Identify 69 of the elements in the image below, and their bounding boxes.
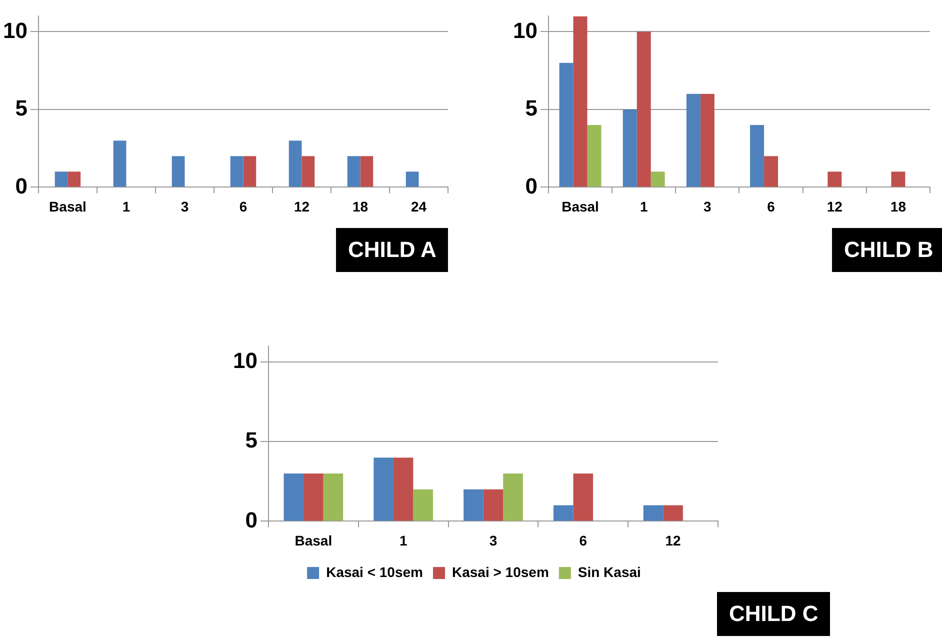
bar (243, 156, 256, 187)
bar (464, 489, 484, 521)
bar (750, 125, 764, 187)
x-tick-label: 18 (352, 198, 368, 214)
bar (650, 172, 665, 187)
bar (891, 172, 906, 187)
legend-label: Kasai < 10sem (326, 564, 423, 580)
bar (663, 505, 683, 521)
legend-label: Sin Kasai (578, 564, 641, 580)
bar (230, 156, 244, 187)
y-tick-label: 5 (525, 96, 538, 121)
bar (360, 156, 374, 187)
bar (302, 156, 315, 187)
x-tick-label: 12 (826, 198, 843, 214)
bar (573, 16, 588, 187)
x-tick-label: 12 (665, 532, 682, 548)
bar (636, 32, 651, 187)
y-tick-label: 0 (245, 507, 258, 532)
bar (553, 505, 574, 521)
legend-label: Kasai > 10sem (452, 564, 549, 580)
y-tick-label: 0 (15, 173, 28, 198)
x-tick-label: Basal (294, 532, 332, 548)
bar (172, 156, 185, 187)
x-tick-label: 1 (122, 198, 130, 214)
text: CHILD C (717, 592, 830, 636)
text: CHILD B (832, 228, 942, 272)
bar (406, 172, 419, 187)
bar (503, 473, 523, 521)
bar (304, 473, 324, 521)
x-tick-label: Basal (562, 198, 599, 214)
x-tick-label: 6 (579, 532, 588, 548)
bar (483, 489, 504, 521)
x-tick-label: 3 (704, 198, 712, 214)
bar (323, 473, 344, 521)
x-tick-label: 1 (399, 532, 408, 548)
bar (643, 505, 664, 521)
bar (764, 156, 778, 187)
bar (700, 94, 714, 187)
bar (374, 458, 394, 521)
y-tick-label: 10 (2, 18, 28, 43)
x-tick-label: 6 (239, 198, 248, 214)
y-tick-label: 5 (245, 428, 258, 453)
x-tick-label: 12 (294, 198, 310, 214)
x-tick-label: 18 (890, 198, 906, 214)
x-tick-label: 6 (767, 198, 776, 214)
y-tick-label: 5 (15, 96, 28, 121)
x-tick-label: 1 (640, 198, 648, 214)
bar (686, 94, 700, 187)
bar (68, 172, 81, 187)
bar (622, 109, 637, 187)
bar (559, 62, 574, 187)
bar (587, 125, 602, 187)
text: CHILD A (336, 228, 448, 272)
bar (393, 458, 414, 521)
y-tick-label: 0 (525, 173, 538, 198)
bar (828, 172, 842, 187)
bar (413, 489, 433, 521)
y-tick-label: 10 (232, 348, 258, 374)
bar (573, 473, 594, 521)
bar (284, 473, 304, 521)
y-tick-label: 10 (512, 18, 538, 43)
x-tick-label: 3 (489, 532, 498, 548)
x-tick-label: 3 (180, 198, 189, 214)
x-tick-label: Basal (49, 198, 86, 214)
bar (54, 172, 68, 187)
bar (347, 156, 360, 187)
bar (288, 140, 302, 187)
x-tick-label: 24 (410, 198, 427, 214)
bar (113, 140, 126, 187)
